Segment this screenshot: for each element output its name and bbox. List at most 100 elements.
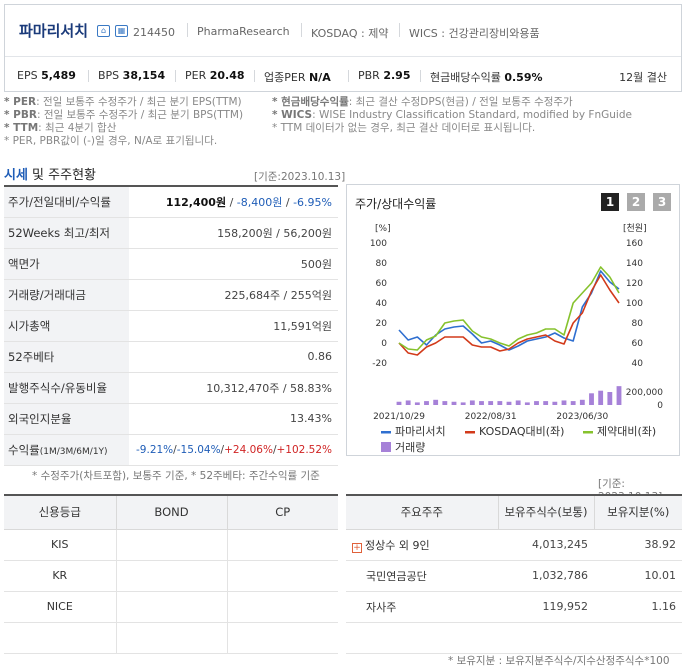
table-row [4, 622, 338, 654]
section-title: 시세 및 주주현황 [4, 164, 96, 183]
volume-bar [506, 401, 512, 405]
row-value: 11,591억원 [129, 310, 338, 342]
cp-rating [226, 529, 338, 561]
company-header: 파마리서치 ⌂ ▦ 214450 PharmaResearch KOSDAQ :… [4, 4, 682, 92]
volume-bar [534, 401, 539, 405]
credit-rating-table: 신용등급 BOND CP KIS KR NICE [4, 494, 338, 654]
bond-rating [115, 560, 227, 592]
volume-bar [561, 400, 567, 405]
agency-name: KR [4, 560, 116, 592]
note-line: * TTM 데이터가 없는 경우, 최근 결산 데이터로 표시됩니다. [272, 122, 536, 134]
notes-right: * 현금배당수익률: 최근 결산 수정DPS(현금) / 전일 보통주 수정주가… [272, 96, 632, 135]
table-row: 발행주식수/유동비율 10,312,470주 / 58.83% [4, 372, 338, 404]
chart-page-1-button[interactable]: 1 [601, 193, 619, 211]
column-header: 보유주식수(보통) [497, 495, 594, 530]
table-row: 외국인지분율 13.43% [4, 403, 338, 435]
chart-axes: 100 80 60 40 20 0 -20 160 140 120 100 80 60 40 200,000… [370, 239, 663, 422]
company-name[interactable]: 파마리서치 [19, 22, 89, 40]
volume-bar [589, 393, 594, 405]
divider [175, 70, 176, 82]
legend-label: 파마리서치 [395, 425, 446, 438]
column-header: CP [226, 495, 338, 530]
holder-shares: 119,952 [498, 591, 594, 623]
wics-sector: WICS : 건강관리장비와용품 [409, 27, 540, 40]
holder-name: 정상수 외 9인 [365, 538, 430, 552]
english-name: PharmaResearch [197, 25, 290, 38]
chart-title: 주가/상대수익률 [355, 197, 437, 211]
note-line: * PBR: 전일 보통주 수정주가 / 최근 분기 BPS(TTM) [4, 109, 244, 121]
row-label: 52주베타 [4, 341, 129, 373]
volume-bar [488, 401, 494, 405]
row-value: 0.86 [129, 341, 338, 373]
metric-dividend-yield: 현금배당수익률 0.59% [430, 71, 543, 84]
return-3m: -15.04% [176, 443, 221, 456]
left-tick-label: 100 [370, 239, 387, 249]
divider [399, 23, 400, 37]
note-line: * 현금배당수익률: 최근 결산 수정DPS(현금) / 전일 보통주 수정주가 [272, 96, 573, 108]
left-tick-label: -20 [372, 359, 387, 369]
table-row: 시가총액 11,591억원 [4, 310, 338, 342]
stock-code: 214450 [133, 26, 175, 39]
fiscal-settlement: 12월 결산 [619, 71, 667, 84]
divider [88, 70, 89, 82]
agency-name: KIS [4, 529, 116, 561]
table-row: 국민연금공단 1,032,786 10.01 [346, 560, 682, 592]
holder-name [346, 622, 498, 654]
right-tick-label: 160 [626, 239, 643, 249]
expand-icon[interactable]: + [352, 542, 362, 553]
row-value: 500원 [129, 248, 338, 280]
table-row: 52주베타 0.86 [4, 341, 338, 373]
x-tick-label: 2022/08/31 [465, 412, 517, 422]
table-row: KIS [4, 529, 338, 561]
notes-left: * PER: 전일 보통주 수정주가 / 최근 분기 EPS(TTM) * PB… [4, 96, 243, 148]
row-label: 거래량/거래대금 [4, 279, 129, 311]
chart-legend: 파마리서치 KOSDAQ대비(좌) 제약대비(좌) 거래량 [381, 424, 656, 453]
volume-bar [396, 401, 402, 405]
right-tick-label: 120 [626, 279, 643, 289]
divider [187, 23, 188, 37]
holder-shares: 1,032,786 [498, 560, 594, 592]
row-label: 수익률(1M/3M/6M/1Y) [4, 434, 129, 466]
legend-swatch [465, 431, 475, 434]
volume-bar [405, 400, 411, 405]
company-title-bar: 파마리서치 ⌂ ▦ 214450 PharmaResearch KOSDAQ :… [5, 5, 681, 57]
table-header-row: 신용등급 BOND CP [4, 495, 338, 530]
price-change-rate: -6.95% [293, 195, 332, 209]
home-icon[interactable]: ⌂ [97, 25, 110, 37]
volume-bar [607, 392, 613, 405]
agency-name [4, 622, 116, 654]
volume-tick-label: 200,000 [626, 388, 663, 398]
table-row: 액면가 500원 [4, 248, 338, 280]
market-sector: KOSDAQ : 제약 [311, 27, 389, 40]
legend-swatch [381, 431, 391, 434]
chart-page-3-button[interactable]: 3 [653, 193, 671, 211]
volume-bar [616, 386, 622, 405]
x-tick-label: 2021/10/29 [373, 412, 425, 422]
price-change: -8,400원 [236, 195, 283, 209]
holder-name-cell: + 정상수 외 9인 [346, 529, 498, 561]
legend-label: KOSDAQ대비(좌) [479, 425, 564, 438]
series-line [398, 274, 620, 356]
row-label: 외국인지분율 [4, 403, 129, 435]
holders-note: * 보유지분 : 보유지분주식수/지수산정주식수*100 [448, 655, 670, 667]
chart-page-2-button[interactable]: 2 [627, 193, 645, 211]
row-value: 158,200원 / 56,200원 [129, 217, 338, 249]
return-1y: +102.52% [276, 443, 332, 456]
right-tick-label: 80 [632, 319, 644, 329]
column-header: 신용등급 [4, 495, 116, 530]
volume-bar [598, 390, 604, 405]
building-icon[interactable]: ▦ [115, 25, 128, 37]
holder-pct: 1.16 [594, 591, 682, 623]
price-chart-panel: 주가/상대수익률 1 2 3 [%] [천원] 100 80 60 40 20 0 -20 1… [346, 184, 680, 456]
holder-shares: 4,013,245 [498, 529, 594, 561]
metric-eps: EPS 5,489 [17, 69, 76, 82]
note-line: * PER: 전일 보통주 수정주가 / 최근 분기 EPS(TTM) [4, 96, 242, 108]
agency-name: NICE [4, 591, 116, 623]
cp-rating [226, 622, 338, 654]
volume-bar [442, 401, 448, 405]
holder-shares [498, 622, 594, 654]
row-label: 시가총액 [4, 310, 129, 342]
legend-swatch [381, 442, 391, 452]
x-tick-label: 2023/06/30 [556, 412, 608, 422]
volume-bar [552, 401, 558, 405]
